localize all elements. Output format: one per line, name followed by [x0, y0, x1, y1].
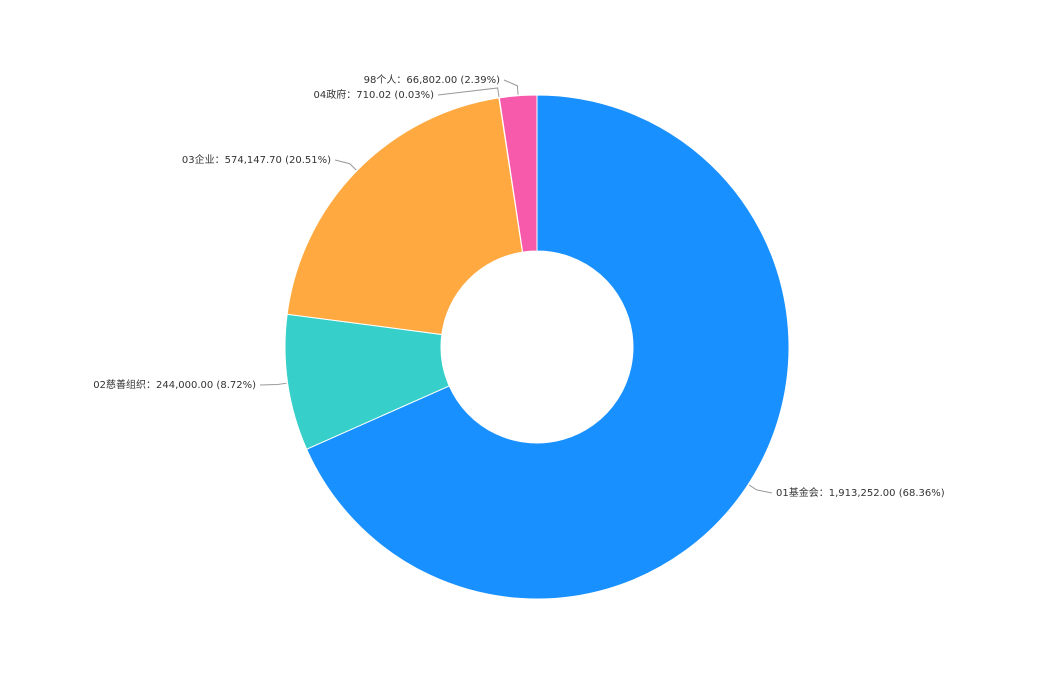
- leader-line-03企业: [334, 159, 357, 171]
- slice-03企业[interactable]: [286, 97, 524, 336]
- leader-line-02慈善组织: [259, 382, 287, 386]
- leader-line-04政府: [437, 87, 500, 97]
- slice-label-04政府: 04政府：710.02 (0.03%): [314, 88, 435, 101]
- leader-line-98个人: [503, 79, 519, 95]
- slice-label-03企业: 03企业：574,147.70 (20.51%): [182, 153, 331, 166]
- slice-label-98个人: 98个人：66,802.00 (2.39%): [364, 74, 500, 86]
- labels-group: 01基金会：1,913,252.00 (68.36%) 02慈善组织：244,00…: [93, 74, 944, 499]
- slices-group: [284, 94, 790, 600]
- slice-label-01基金会: 01基金会：1,913,252.00 (68.36%): [776, 486, 945, 499]
- slice-01基金会[interactable]: [305, 94, 790, 600]
- slice-98个人[interactable]: [498, 94, 538, 253]
- slice-label-02慈善组织: 02慈善组织：244,000.00 (8.72%): [93, 378, 256, 391]
- leader-line-01基金会: [748, 484, 773, 494]
